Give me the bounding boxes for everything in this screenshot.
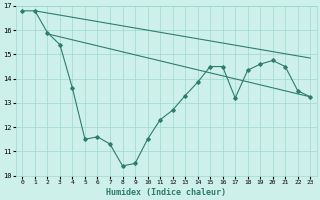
- X-axis label: Humidex (Indice chaleur): Humidex (Indice chaleur): [106, 188, 226, 197]
